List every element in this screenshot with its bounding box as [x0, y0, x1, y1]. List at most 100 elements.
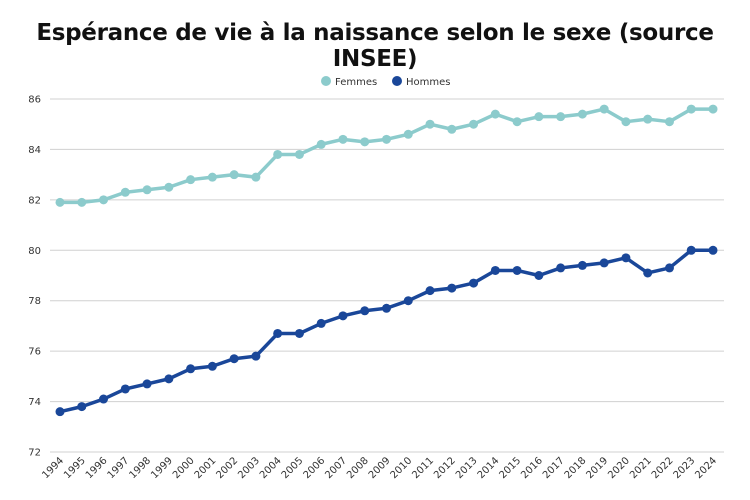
- x-tick-label: 1995: [62, 455, 88, 481]
- x-tick-label: 1999: [149, 455, 175, 481]
- x-tick-label: 2019: [585, 455, 611, 481]
- data-point-hommes: [643, 268, 653, 278]
- x-tick-label: 2024: [693, 455, 719, 481]
- data-point-femmes: [360, 137, 370, 147]
- x-tick-label: 2004: [258, 455, 284, 481]
- series-line-femmes: [60, 107, 713, 205]
- x-tick-label: 2022: [650, 455, 676, 481]
- data-point-hommes: [490, 265, 500, 275]
- data-point-hommes: [360, 306, 370, 316]
- series-line-hommes: [59, 248, 713, 414]
- x-tick-label: 2006: [302, 455, 328, 481]
- data-point-femmes: [577, 109, 587, 119]
- data-point-hommes: [294, 328, 304, 338]
- y-tick-label: 74: [28, 397, 41, 408]
- data-point-femmes: [338, 134, 348, 144]
- x-tick-label: 1994: [40, 455, 66, 481]
- x-tick-label: 2018: [563, 455, 589, 481]
- data-point-hommes: [621, 253, 631, 263]
- data-point-hommes: [556, 263, 566, 273]
- x-tick-label: 1996: [84, 455, 110, 481]
- x-tick-label: 1997: [106, 455, 132, 481]
- data-point-femmes: [77, 197, 87, 207]
- x-tick-label: 1998: [127, 455, 153, 481]
- y-tick-label: 80: [28, 246, 41, 257]
- data-point-femmes: [447, 124, 457, 134]
- data-point-hommes: [251, 351, 261, 361]
- data-point-femmes: [164, 182, 174, 192]
- data-point-hommes: [447, 283, 457, 293]
- x-tick-label: 2020: [606, 455, 632, 481]
- x-tick-label: 2005: [280, 455, 306, 481]
- x-tick-label: 2012: [432, 455, 458, 481]
- x-tick-label: 2010: [389, 455, 415, 481]
- data-point-femmes: [229, 170, 239, 180]
- data-point-hommes: [599, 258, 609, 268]
- data-point-hommes: [55, 407, 65, 417]
- data-point-femmes: [186, 175, 196, 185]
- data-point-femmes: [294, 149, 304, 159]
- data-point-femmes: [403, 129, 413, 139]
- data-point-femmes: [708, 104, 718, 114]
- data-point-hommes: [686, 245, 696, 255]
- data-point-femmes: [142, 185, 152, 195]
- x-tick-label: 2003: [236, 455, 262, 481]
- legend-label-hommes: Hommes: [406, 77, 450, 88]
- x-tick-label: 2014: [476, 455, 502, 481]
- data-point-femmes: [316, 139, 326, 149]
- x-tick-label: 2017: [541, 455, 567, 481]
- y-tick-label: 72: [28, 448, 41, 459]
- data-point-femmes: [382, 134, 391, 144]
- data-point-hommes: [338, 311, 348, 321]
- data-point-femmes: [599, 104, 609, 114]
- y-tick-label: 76: [28, 347, 41, 358]
- data-point-femmes: [207, 172, 217, 182]
- x-tick-label: 2007: [323, 455, 349, 481]
- data-point-hommes: [273, 328, 283, 338]
- x-tick-label: 2021: [628, 455, 654, 481]
- x-tick-label: 2001: [193, 455, 219, 481]
- data-point-hommes: [316, 318, 326, 328]
- data-point-femmes: [469, 119, 479, 129]
- data-point-hommes: [708, 245, 718, 255]
- x-tick-label: 2023: [672, 455, 698, 481]
- y-tick-label: 86: [28, 95, 41, 106]
- data-point-hommes: [664, 263, 674, 273]
- data-point-femmes: [490, 109, 500, 119]
- chart-title: Espérance de vie à la naissance selon le…: [36, 20, 714, 72]
- legend-label-femmes: Femmes: [335, 77, 377, 88]
- x-tick-label: 2000: [171, 455, 197, 481]
- legend-marker-hommes: [392, 76, 402, 86]
- data-point-hommes: [164, 374, 174, 384]
- data-point-femmes: [664, 117, 674, 127]
- data-point-hommes: [382, 303, 391, 313]
- data-point-femmes: [99, 195, 109, 205]
- data-point-femmes: [643, 114, 653, 124]
- x-tick-label: 2016: [519, 455, 545, 481]
- data-point-hommes: [403, 296, 413, 306]
- y-tick-label: 78: [28, 296, 41, 307]
- data-point-femmes: [120, 187, 130, 197]
- data-point-hommes: [534, 271, 544, 280]
- data-point-femmes: [621, 117, 631, 127]
- x-tick-label: 2002: [214, 455, 240, 481]
- data-point-hommes: [229, 354, 239, 364]
- data-point-femmes: [686, 104, 696, 114]
- x-tick-label: 2011: [410, 455, 436, 481]
- data-point-femmes: [251, 172, 261, 182]
- data-point-femmes: [273, 149, 283, 159]
- y-tick-label: 84: [28, 145, 41, 156]
- data-point-femmes: [425, 119, 435, 129]
- data-point-hommes: [207, 361, 217, 371]
- x-tick-label: 2015: [497, 455, 523, 481]
- data-point-hommes: [186, 364, 196, 374]
- data-point-hommes: [469, 278, 479, 288]
- data-point-femmes: [556, 112, 566, 122]
- x-tick-label: 2013: [454, 455, 480, 481]
- data-point-hommes: [120, 384, 130, 394]
- x-tick-label: 2008: [345, 455, 371, 481]
- legend-marker-femmes: [321, 76, 331, 86]
- data-point-hommes: [577, 260, 587, 270]
- x-tick-label: 2009: [367, 455, 393, 481]
